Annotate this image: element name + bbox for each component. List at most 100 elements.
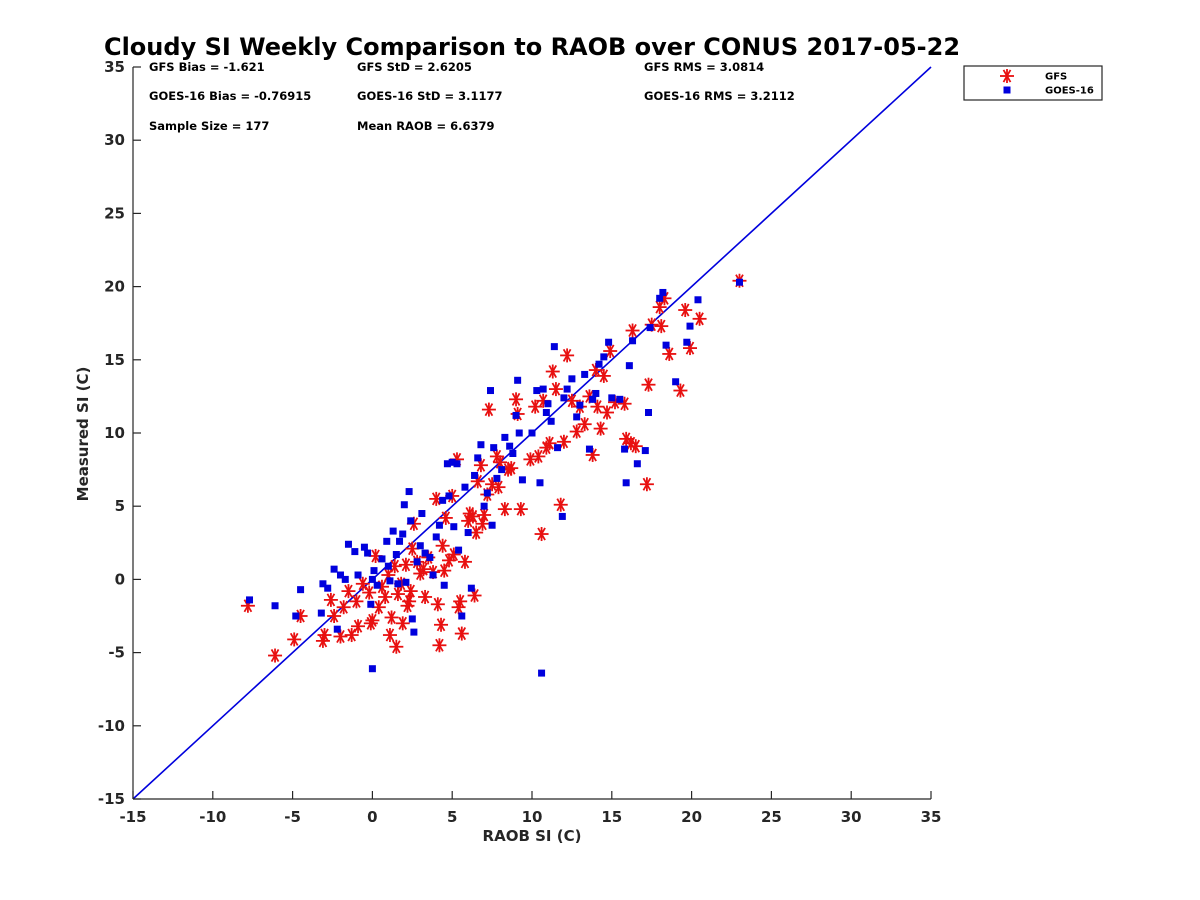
data-point-goes-16 xyxy=(373,581,381,589)
data-point-gfs xyxy=(437,563,452,578)
data-point-gfs xyxy=(641,377,656,392)
data-point-gfs xyxy=(341,584,356,599)
data-point-goes-16 xyxy=(621,445,629,453)
data-point-goes-16 xyxy=(493,474,501,482)
data-point-gfs xyxy=(454,626,469,641)
data-point-goes-16 xyxy=(568,375,576,383)
data-point-goes-16 xyxy=(351,548,359,556)
data-point-gfs xyxy=(504,461,519,476)
data-point-gfs xyxy=(654,319,669,334)
data-point-goes-16 xyxy=(672,378,680,386)
data-point-gfs xyxy=(625,323,640,338)
data-point-goes-16 xyxy=(455,546,463,554)
data-point-goes-16 xyxy=(319,580,327,588)
data-point-goes-16 xyxy=(453,460,461,468)
data-point-gfs xyxy=(317,628,332,643)
data-point-gfs xyxy=(382,628,397,643)
data-point-goes-16 xyxy=(432,533,440,541)
stat-text: GFS StD = 2.6205 xyxy=(357,60,472,74)
stat-text: GFS Bias = -1.621 xyxy=(149,60,265,74)
data-point-goes-16 xyxy=(595,360,603,368)
data-point-goes-16 xyxy=(686,322,694,330)
data-point-gfs xyxy=(603,344,618,359)
stat-text: Sample Size = 177 xyxy=(149,119,269,133)
data-point-goes-16 xyxy=(474,454,482,462)
data-point-goes-16 xyxy=(426,553,434,561)
data-point-gfs xyxy=(287,632,302,647)
data-point-gfs xyxy=(560,348,575,363)
data-point-goes-16 xyxy=(506,442,514,450)
data-point-goes-16 xyxy=(656,294,664,302)
data-point-goes-16 xyxy=(416,542,424,550)
data-point-goes-16 xyxy=(477,441,485,449)
stat-text: GOES-16 Bias = -0.76915 xyxy=(149,89,311,103)
data-point-goes-16 xyxy=(464,529,472,537)
data-point-goes-16 xyxy=(448,458,456,466)
data-point-goes-16 xyxy=(445,492,453,500)
data-point-goes-16 xyxy=(389,527,397,535)
x-tick-label: 35 xyxy=(921,808,942,826)
data-point-gfs xyxy=(378,589,393,604)
x-tick-label: 30 xyxy=(841,808,862,826)
x-tick-label: 25 xyxy=(761,808,782,826)
data-point-goes-16 xyxy=(539,385,547,393)
data-point-gfs xyxy=(351,619,366,634)
data-point-goes-16 xyxy=(392,551,400,559)
data-point-goes-16 xyxy=(512,411,520,419)
data-point-gfs xyxy=(531,449,546,464)
x-tick-label: 0 xyxy=(367,808,377,826)
data-point-gfs xyxy=(384,610,399,625)
data-point-goes-16 xyxy=(488,521,496,529)
x-tick-label: -10 xyxy=(199,808,226,826)
data-point-gfs xyxy=(418,589,433,604)
data-point-goes-16 xyxy=(386,577,394,585)
y-tick-label: 5 xyxy=(115,497,125,515)
data-point-goes-16 xyxy=(573,413,581,421)
data-point-gfs xyxy=(542,436,557,451)
data-point-goes-16 xyxy=(443,460,451,468)
data-point-gfs xyxy=(327,609,342,623)
data-point-goes-16 xyxy=(694,296,702,304)
data-point-goes-16 xyxy=(544,400,552,408)
y-tick-label: -5 xyxy=(108,644,125,662)
data-point-gfs xyxy=(403,584,418,599)
data-point-goes-16 xyxy=(429,571,437,579)
data-point-goes-16 xyxy=(378,555,386,563)
data-point-gfs xyxy=(457,554,472,569)
data-point-gfs xyxy=(268,648,283,663)
data-point-goes-16 xyxy=(592,389,600,397)
data-point-gfs xyxy=(355,576,370,591)
data-point-gfs xyxy=(349,594,364,609)
series-goes-16 xyxy=(246,278,743,677)
data-point-goes-16 xyxy=(364,549,372,557)
data-point-goes-16 xyxy=(585,445,593,453)
data-point-goes-16 xyxy=(633,460,641,468)
x-tick-label: 5 xyxy=(447,808,457,826)
data-point-gfs xyxy=(497,502,512,517)
data-point-goes-16 xyxy=(536,479,544,487)
data-point-goes-16 xyxy=(683,338,691,346)
data-point-gfs xyxy=(590,399,605,414)
data-point-goes-16 xyxy=(528,429,536,437)
data-point-goes-16 xyxy=(402,578,410,586)
data-point-goes-16 xyxy=(413,558,421,566)
data-point-goes-16 xyxy=(408,615,416,623)
data-point-goes-16 xyxy=(514,376,522,384)
data-point-gfs xyxy=(569,424,584,439)
data-point-goes-16 xyxy=(421,549,429,557)
data-point-goes-16 xyxy=(550,343,558,351)
data-point-goes-16 xyxy=(662,341,670,349)
data-point-gfs xyxy=(365,613,380,628)
data-point-gfs xyxy=(430,597,445,612)
data-point-goes-16 xyxy=(605,338,613,346)
data-point-goes-16 xyxy=(629,337,637,345)
data-point-goes-16 xyxy=(558,512,566,520)
data-point-goes-16 xyxy=(324,584,332,592)
data-point-goes-16 xyxy=(383,537,391,545)
y-tick-label: -10 xyxy=(98,717,125,735)
data-point-goes-16 xyxy=(600,353,608,361)
y-tick-label: -15 xyxy=(98,790,125,808)
data-point-gfs xyxy=(628,439,643,454)
data-point-goes-16 xyxy=(480,502,488,510)
